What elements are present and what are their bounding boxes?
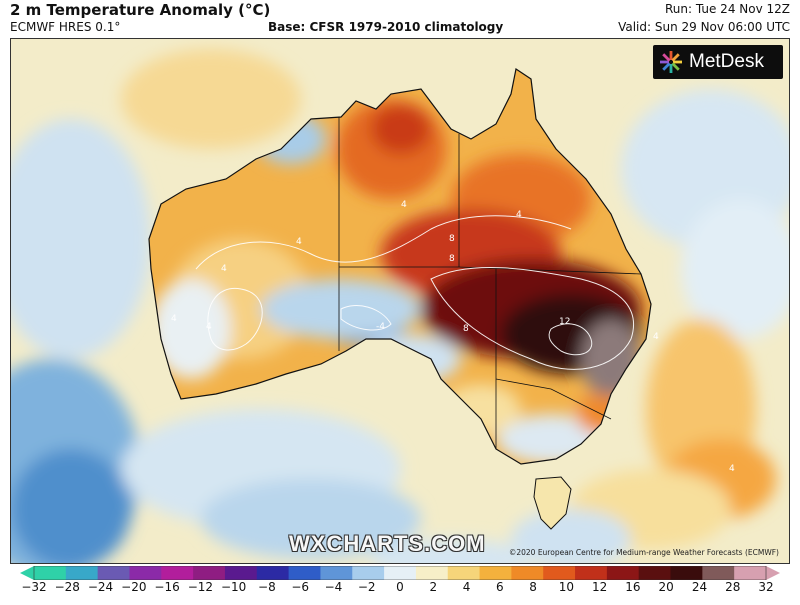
- colorbar-swatch: [384, 566, 417, 580]
- temperature-anomaly-map: 4 4 4 4 4 8 8 8 12 4 4 4 -4: [10, 38, 790, 564]
- colorbar-tick-label: 20: [658, 580, 674, 594]
- contour-label: 8: [463, 324, 469, 334]
- model-label: ECMWF HRES 0.1°: [10, 20, 121, 34]
- colorbar-arrow-right: [766, 566, 780, 580]
- colorbar-swatch: [288, 566, 322, 580]
- colorbar-swatch: [224, 566, 258, 580]
- colorbar-arrow-left: [20, 566, 34, 580]
- copyright-text: ©2020 European Centre for Medium-range W…: [508, 548, 779, 557]
- colorbar-tick-label: −20: [121, 580, 147, 594]
- colorbar-tick-label: −16: [154, 580, 180, 594]
- colorbar-tick-label: 12: [591, 580, 608, 594]
- colorbar-tick-label: −2: [357, 580, 376, 594]
- colorbar-swatch: [65, 566, 99, 580]
- colorbar-swatch: [734, 566, 767, 580]
- contour-label: 4: [221, 264, 227, 274]
- contour-label: 4: [729, 464, 735, 474]
- colorbar-tick-label: 16: [625, 580, 641, 594]
- contour-label: -4: [376, 322, 385, 332]
- colorbar-tick-label: 6: [495, 580, 504, 594]
- colorbar-swatch: [320, 566, 353, 580]
- colorbar-swatch: [193, 566, 226, 580]
- contour-label: 8: [449, 254, 455, 264]
- colorbar-swatch: [352, 566, 385, 580]
- colorbar-swatch: [638, 566, 672, 580]
- colorbar-swatch: [670, 566, 703, 580]
- wxcharts-watermark: WXCHARTS.COM: [289, 531, 486, 556]
- logo-text: MetDesk: [689, 51, 764, 72]
- colorbar-tick-label: −12: [187, 580, 214, 594]
- colorbar-tick-label: 10: [558, 580, 574, 594]
- colorbar-swatch: [256, 566, 290, 580]
- colorbar-tick-label: −10: [220, 580, 247, 594]
- colorbar-swatch: [606, 566, 640, 580]
- ocean-anomaly-blobs: [11, 49, 789, 563]
- colorbar-swatch: [479, 566, 512, 580]
- colorbar-swatch: [702, 566, 735, 580]
- colorbar-swatch: [129, 566, 162, 580]
- colorbar-tick-label: 32: [758, 580, 774, 594]
- colorbar-swatch: [415, 566, 449, 580]
- colorbar-tick-label: 24: [691, 580, 708, 594]
- colorbar-tick-label: −32: [21, 580, 47, 594]
- colorbar-tick-label: 0: [396, 580, 404, 594]
- colorbar-tick-label: −4: [324, 580, 343, 594]
- contour-label: 4: [516, 210, 522, 220]
- contour-label: 8: [449, 234, 455, 244]
- colorbar-swatch: [97, 566, 131, 580]
- colorbar-tick-label: −28: [54, 580, 80, 594]
- metdesk-logo: MetDesk: [653, 45, 783, 79]
- australia-coastline: [148, 68, 652, 465]
- colorbar-ticks: −32 −28 −24 −20 −16 −12 −10 −8 −6 −4 −2 0 2 4 6 8 10 12 16…: [20, 580, 780, 598]
- state-borders: [338, 117, 642, 449]
- contour-label: 4: [401, 200, 407, 210]
- contour-label: 12: [559, 317, 570, 327]
- contour-label: 4: [206, 322, 212, 332]
- contour-label-group: 4 4 4 4 4 8 8 8 12 4 4 4 -4: [171, 200, 735, 474]
- colorbar-tick-label: −6: [291, 580, 310, 594]
- colorbar-tick-label: 4: [462, 580, 471, 594]
- metdesk-star-icon: [660, 51, 682, 73]
- contour-label: 4: [296, 237, 302, 247]
- contour-label: 4: [171, 314, 177, 324]
- colorbar-swatch: [543, 566, 576, 580]
- colorbar-tick-label: 2: [429, 580, 438, 594]
- contour-label: 4: [653, 332, 659, 342]
- colorbar-swatch: [511, 566, 544, 580]
- colorbar-swatches: [20, 566, 780, 580]
- colorbar-tick-label: 8: [529, 580, 537, 594]
- colorbar: −32 −28 −24 −20 −16 −12 −10 −8 −6 −4 −2 0 2 4 6 8 10 12 16…: [20, 566, 780, 602]
- valid-time-label: Valid: Sun 29 Nov 06:00 UTC: [618, 20, 790, 34]
- colorbar-swatch: [447, 566, 481, 580]
- colorbar-tick-label: 28: [725, 580, 741, 594]
- chart-header: 2 m Temperature Anomaly (°C) ECMWF HRES …: [0, 0, 800, 38]
- colorbar-tick-label: −8: [258, 580, 276, 594]
- base-climatology-label: Base: CFSR 1979-2010 climatology: [268, 20, 504, 34]
- run-time-label: Run: Tue 24 Nov 12Z: [665, 2, 790, 16]
- colorbar-tick-label: −24: [87, 580, 114, 594]
- map-canvas: 4 4 4 4 4 8 8 8 12 4 4 4 -4: [11, 39, 789, 563]
- tasmania-island: [533, 476, 572, 530]
- colorbar-swatch: [161, 566, 194, 580]
- colorbar-swatch: [575, 566, 608, 580]
- chart-title: 2 m Temperature Anomaly (°C): [10, 1, 271, 19]
- colorbar-swatch: [34, 566, 67, 580]
- anomaly-contours: [195, 215, 635, 370]
